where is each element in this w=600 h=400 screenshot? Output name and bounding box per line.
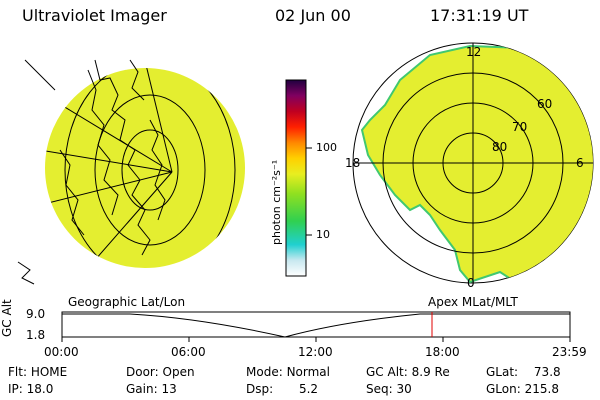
altitude-curve [62,313,570,338]
apex-caption: Apex MLat/MLT [428,295,518,309]
limb-markings [17,59,56,285]
info-dsp-value: 5.2 [298,382,319,396]
time-tick-0600: 06:00 [171,345,206,359]
info-flt-value: HOME [30,365,68,379]
time-tick-1200: 12:00 [298,345,333,359]
info-gain-label: Gain: [126,382,158,396]
mlt-label-18: 18 [345,156,361,170]
instrument-title: Ultraviolet Imager [22,6,167,25]
auroral-emission [360,44,593,283]
altitude-chart [61,311,571,342]
time-label: 17:31:19 UT [430,6,529,25]
info-glat: GLat: 73.8 [486,365,561,379]
coastlines [59,59,166,256]
colorbar [285,79,312,277]
time-tick-0000: 00:00 [44,345,79,359]
altitude-axis-label: GC Alt [0,299,14,337]
info-ip-label: IP: [8,382,23,396]
info-glon-label: GLon: [486,382,521,396]
mlt-label-0: 0 [467,276,475,290]
info-ip: IP: 18.0 [8,382,53,396]
mlat-label-80: 80 [492,140,508,154]
info-mode-label: Mode: [246,365,283,379]
time-tick-1800: 18:00 [425,345,460,359]
info-gain: Gain: 13 [126,382,177,396]
info-seq-value: 30 [396,382,412,396]
info-door-label: Door: [126,365,159,379]
info-glon-value: 215.8 [524,382,559,396]
altitude-x-ticks [61,337,571,342]
info-gcalt-label: GC Alt: [366,365,408,379]
altitude-tick-bottom: 1.8 [26,328,46,342]
info-mode-value: Normal [286,365,330,379]
mlt-label-6: 6 [576,156,584,170]
info-gain-value: 13 [161,382,177,396]
geographic-map [17,59,245,285]
mlt-label-12: 12 [466,45,482,59]
colorbar-gradient [285,79,307,277]
info-flt-label: Flt: [8,365,27,379]
info-dsp: Dsp: 5.2 [246,382,318,396]
info-gcalt-value: 8.9 Re [411,365,450,379]
colorbar-label-100: 100 [316,141,337,154]
time-tick-2359: 23:59 [552,345,587,359]
info-glon: GLon: 215.8 [486,382,559,396]
info-seq: Seq: 30 [366,382,412,396]
info-glat-value: 73.8 [533,365,561,379]
info-glat-label: GLat: [486,365,519,379]
info-ip-value: 18.0 [26,382,54,396]
geographic-caption: Geographic Lat/Lon [68,295,186,309]
colorbar-unit-label: photon cm⁻²s⁻¹ [270,159,283,245]
polar-plot [352,42,594,284]
info-door: Door: Open [126,365,195,379]
colorbar-label-10: 10 [316,228,330,241]
info-mode: Mode: Normal [246,365,330,379]
altitude-tick-top: 9.0 [26,307,46,321]
info-flt: Flt: HOME [8,365,67,379]
info-door-value: Open [162,365,195,379]
mlat-label-70: 70 [512,120,528,134]
info-dsp-label: Dsp: [246,382,274,396]
altitude-chart-frame [61,311,571,338]
date-label: 02 Jun 00 [275,6,351,25]
info-gcalt: GC Alt: 8.9 Re [366,365,450,379]
mlat-label-60: 60 [537,97,553,111]
polar-grid [353,43,593,283]
info-seq-label: Seq: [366,382,393,396]
